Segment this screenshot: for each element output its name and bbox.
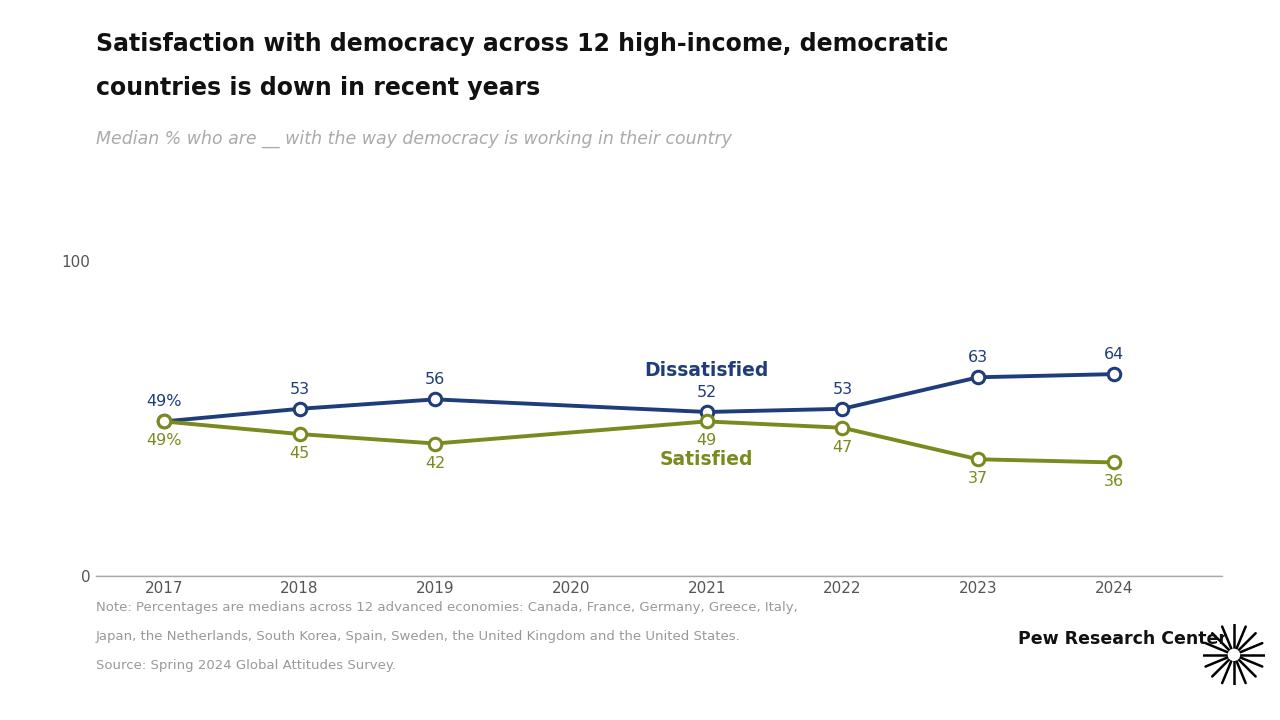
Text: 49%: 49% [146, 395, 182, 410]
Text: Satisfied: Satisfied [660, 450, 754, 469]
Text: Median % who are __ with the way democracy is working in their country: Median % who are __ with the way democra… [96, 130, 732, 148]
Text: countries is down in recent years: countries is down in recent years [96, 76, 540, 99]
Text: 49%: 49% [146, 433, 182, 449]
Text: Pew Research Center: Pew Research Center [1018, 630, 1226, 648]
Text: 42: 42 [425, 456, 445, 470]
Text: Dissatisfied: Dissatisfied [645, 361, 769, 380]
Text: 52: 52 [696, 385, 717, 400]
Text: Satisfaction with democracy across 12 high-income, democratic: Satisfaction with democracy across 12 hi… [96, 32, 948, 56]
Text: 64: 64 [1103, 347, 1124, 362]
Text: 53: 53 [289, 382, 310, 397]
Text: 56: 56 [425, 372, 445, 387]
Text: 45: 45 [289, 446, 310, 461]
Text: 36: 36 [1103, 474, 1124, 490]
Text: 63: 63 [968, 351, 988, 365]
Text: 37: 37 [968, 472, 988, 486]
Text: 53: 53 [832, 382, 852, 397]
Text: Source: Spring 2024 Global Attitudes Survey.: Source: Spring 2024 Global Attitudes Sur… [96, 659, 396, 672]
Text: Japan, the Netherlands, South Korea, Spain, Sweden, the United Kingdom and the U: Japan, the Netherlands, South Korea, Spa… [96, 630, 741, 643]
Text: Note: Percentages are medians across 12 advanced economies: Canada, France, Germ: Note: Percentages are medians across 12 … [96, 601, 797, 614]
Text: 49: 49 [696, 433, 717, 449]
Text: 47: 47 [832, 440, 852, 455]
Circle shape [1229, 649, 1239, 660]
